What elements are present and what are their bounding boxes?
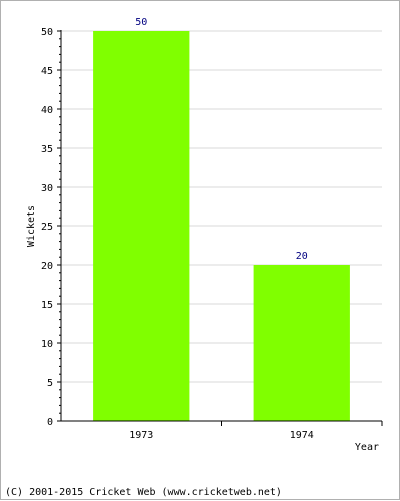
x-axis-title: Year [355,442,379,453]
bar [253,265,350,421]
x-tick-label: 1974 [290,430,314,441]
y-tick-label: 25 [41,222,53,233]
copyright-credit: (C) 2001-2015 Cricket Web (www.cricketwe… [5,487,282,498]
y-tick-label: 30 [41,183,53,194]
y-tick-label: 35 [41,144,53,155]
axes [57,30,383,426]
x-tick-label: 1973 [129,430,153,441]
y-tick-label: 15 [41,300,53,311]
y-tick-label: 40 [41,105,53,116]
labels: 0 5 10 15 20 25 30 35 40 45 50 1973 50 1974 20 [41,17,314,441]
y-tick-label: 0 [47,417,53,428]
bar [93,31,190,421]
y-tick-label: 10 [41,339,53,350]
data-label: 20 [296,251,308,262]
y-tick-label: 50 [41,27,53,38]
y-tick-label: 45 [41,66,53,77]
y-axis-title: Wickets [26,205,37,247]
bars [93,31,350,421]
y-tick-label: 20 [41,261,53,272]
y-tick-label: 5 [47,378,53,389]
data-label: 50 [135,17,147,28]
